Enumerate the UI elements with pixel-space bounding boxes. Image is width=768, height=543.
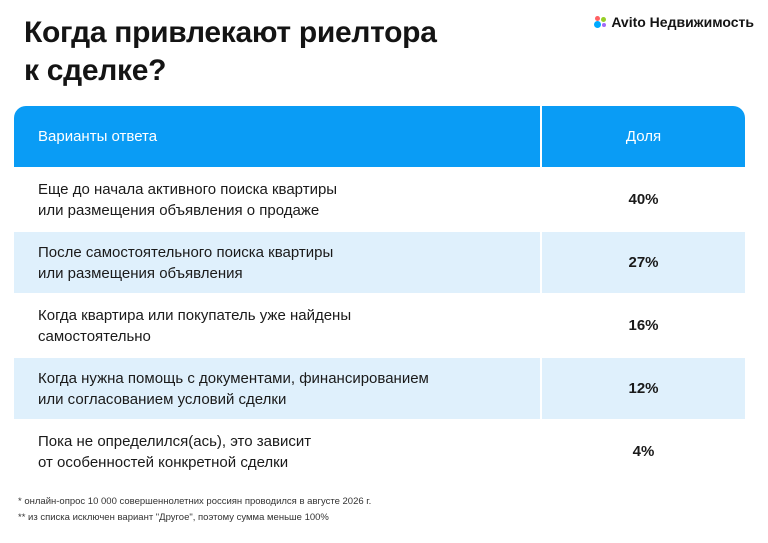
title-line-2: к сделке? <box>24 54 167 87</box>
share-cell: 27% <box>628 254 659 271</box>
answer-line-1: Пока не определился(ась), это зависит <box>38 432 312 450</box>
answer-line-2: от особенностей конкретной сделки <box>38 453 289 471</box>
answer-line-2: или размещения объявления о продаже <box>38 201 320 219</box>
share-cell: 40% <box>628 191 659 208</box>
answer-line-1: Когда квартира или покупатель уже найден… <box>38 306 352 324</box>
table-row: Пока не определился(ась), это зависит от… <box>14 421 745 482</box>
avito-dots-icon <box>594 16 608 28</box>
title-line-1: Когда привлекают риелтора <box>24 16 437 49</box>
answer-cell: Когда квартира или покупатель уже найден… <box>14 295 542 356</box>
answer-cell: Пока не определился(ась), это зависит от… <box>14 421 542 482</box>
answer-line-2: или согласованием условий сделки <box>38 390 287 408</box>
page-title: Когда привлекают риелтора к сделке? <box>24 14 437 90</box>
table-row: Когда квартира или покупатель уже найден… <box>14 295 745 356</box>
table-row: После самостоятельного поиска квартиры и… <box>14 232 745 293</box>
header-answer-options: Варианты ответа <box>14 106 542 167</box>
table-row: Когда нужна помощь с документами, финанс… <box>14 358 745 419</box>
answer-line-2: или размещения объявления <box>38 264 243 282</box>
share-cell: 4% <box>632 443 655 460</box>
table-header: Варианты ответа Доля <box>14 106 745 167</box>
answer-line-1: Еще до начала активного поиска квартиры <box>38 180 338 198</box>
answer-line-1: После самостоятельного поиска квартиры <box>38 243 334 261</box>
answer-line-1: Когда нужна помощь с документами, финанс… <box>38 369 429 387</box>
header-share: Доля <box>625 128 662 145</box>
answer-cell: Когда нужна помощь с документами, финанс… <box>14 358 542 419</box>
brand-name: Avito Недвижимость <box>611 14 754 30</box>
share-cell: 12% <box>628 380 659 397</box>
table-row: Еще до начала активного поиска квартиры … <box>14 169 745 230</box>
answer-line-2: самостоятельно <box>38 327 151 345</box>
brand-logo: Avito Недвижимость <box>594 14 754 30</box>
footnote-survey: * онлайн-опрос 10 000 совершеннолетних р… <box>18 496 372 507</box>
answer-cell: После самостоятельного поиска квартиры и… <box>14 232 542 293</box>
footnotes: * онлайн-опрос 10 000 совершеннолетних р… <box>18 494 371 526</box>
survey-table: Варианты ответа Доля Еще до начала актив… <box>14 106 745 482</box>
share-cell: 16% <box>628 317 659 334</box>
footnote-excluded: ** из списка исключен вариант "Другое", … <box>18 512 329 523</box>
answer-cell: Еще до начала активного поиска квартиры … <box>14 169 542 230</box>
